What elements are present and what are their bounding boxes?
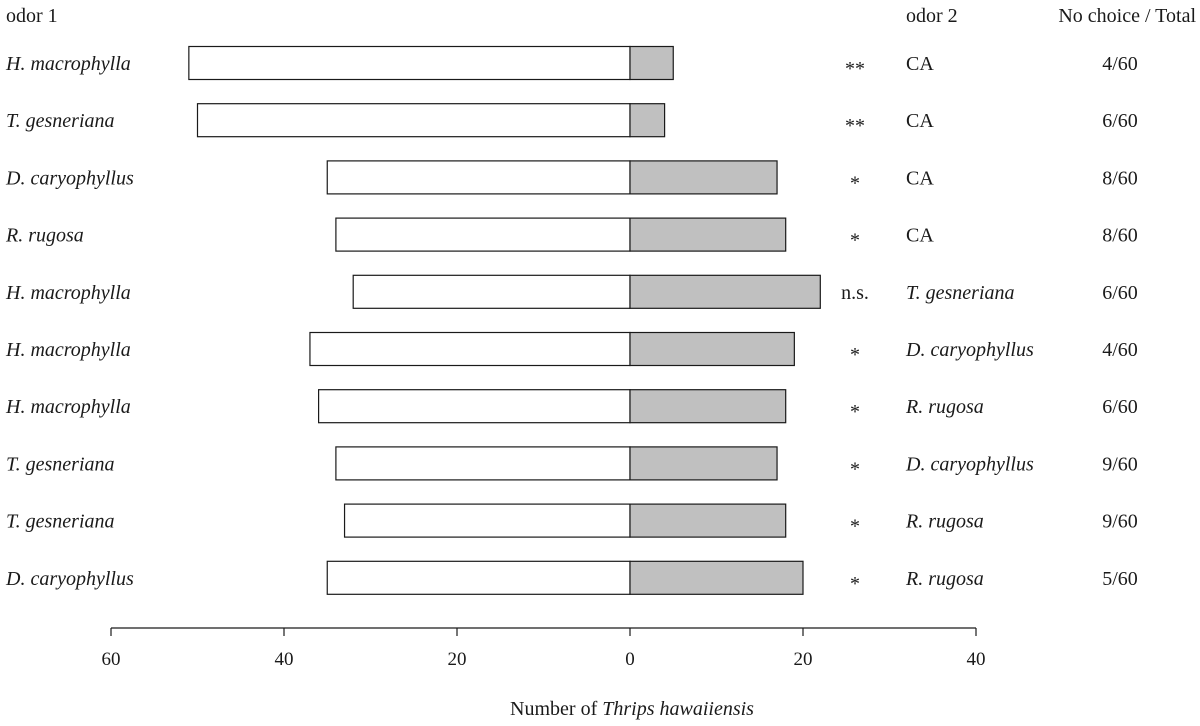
significance-label: *	[850, 458, 860, 480]
odor2-label: D. caryophyllus	[905, 453, 1034, 475]
odor2-label: R. rugosa	[905, 511, 984, 533]
chart-row: R. rugosa * CA 8/60	[5, 217, 1138, 252]
odor1-label: T. gesneriana	[6, 511, 115, 533]
nochoice-label: 5/60	[1102, 568, 1138, 590]
chart-row: H. macrophylla ** CA 4/60	[5, 45, 1138, 81]
header-odor1: odor 1	[6, 5, 58, 27]
nochoice-label: 8/60	[1102, 167, 1138, 189]
odor1-label: D. caryophyllus	[5, 568, 134, 590]
significance-label: n.s.	[841, 282, 869, 304]
odor1-label: R. rugosa	[5, 225, 84, 247]
odor1-bar	[309, 331, 631, 367]
significance-label: *	[850, 344, 860, 366]
x-tick-label: 40	[275, 649, 294, 670]
odor1-bar	[318, 389, 631, 424]
significance-label: *	[850, 401, 860, 423]
odor2-bar	[629, 503, 787, 538]
x-tick-label: 40	[967, 649, 986, 670]
odor1-label: H. macrophylla	[5, 339, 131, 361]
x-tick-label: 0	[625, 649, 635, 670]
odor1-bar	[188, 45, 631, 81]
nochoice-label: 6/60	[1102, 396, 1138, 418]
odor1-bar	[352, 274, 631, 309]
odor2-bar	[629, 45, 674, 81]
nochoice-label: 6/60	[1102, 110, 1138, 132]
nochoice-label: 9/60	[1102, 511, 1138, 533]
odor2-bar	[629, 103, 666, 138]
chart-row: H. macrophylla * R. rugosa 6/60	[5, 389, 1138, 424]
nochoice-label: 9/60	[1102, 453, 1138, 475]
odor2-label: CA	[906, 167, 934, 189]
header-odor2: odor 2	[906, 5, 958, 27]
odor2-label: CA	[906, 110, 934, 132]
odor1-label: T. gesneriana	[6, 110, 115, 132]
odor2-label: CA	[906, 53, 934, 75]
odor2-label: CA	[906, 225, 934, 247]
odor1-bar	[326, 560, 631, 595]
odor1-label: H. macrophylla	[5, 282, 131, 304]
x-axis-label: Number of Thrips hawaiiensis	[510, 698, 754, 720]
nochoice-label: 4/60	[1102, 53, 1138, 75]
chart-row: D. caryophyllus * R. rugosa 5/60	[5, 560, 1138, 595]
chart-row: D. caryophyllus * CA 8/60	[5, 160, 1138, 195]
odor1-bar	[196, 103, 631, 138]
x-axis: 60 40 20 0 20 40	[102, 627, 986, 670]
chart-row: T. gesneriana * D. caryophyllus 9/60	[6, 446, 1138, 481]
x-tick-label: 20	[794, 649, 813, 670]
x-tick-label: 20	[448, 649, 467, 670]
significance-label: **	[845, 115, 865, 137]
odor2-bar	[629, 389, 787, 424]
odor1-bar	[343, 503, 631, 538]
odor2-label: R. rugosa	[905, 568, 984, 590]
odor2-bar	[629, 217, 787, 252]
chart-row: H. macrophylla n.s. T. gesneriana 6/60	[5, 274, 1138, 309]
odor2-bar	[629, 274, 821, 309]
x-axis-label-species: Thrips hawaiiensis	[602, 698, 754, 720]
odor2-bar	[629, 160, 778, 195]
odor1-bar	[326, 160, 631, 195]
odor1-label: T. gesneriana	[6, 453, 115, 475]
x-axis-label-prefix: Number of	[510, 698, 602, 720]
nochoice-label: 6/60	[1102, 282, 1138, 304]
odor1-bar	[335, 217, 631, 252]
significance-label: *	[850, 230, 860, 252]
nochoice-label: 4/60	[1102, 339, 1138, 361]
odor2-label: T. gesneriana	[906, 282, 1015, 304]
significance-label: *	[850, 172, 860, 194]
odor1-label: H. macrophylla	[5, 53, 131, 75]
chart-row: T. gesneriana ** CA 6/60	[6, 103, 1138, 138]
chart-rows: H. macrophylla ** CA 4/60T. gesneriana ** CA 6…	[5, 45, 1138, 595]
chart-row: H. macrophylla * D. caryophyllus 4/60	[5, 331, 1138, 367]
odor2-label: R. rugosa	[905, 396, 984, 418]
odor2-bar	[629, 560, 804, 595]
nochoice-label: 8/60	[1102, 225, 1138, 247]
odor2-bar	[629, 446, 778, 481]
x-tick-label: 60	[102, 649, 121, 670]
header-nochoice: No choice / Total	[1058, 5, 1196, 27]
significance-label: **	[845, 58, 865, 80]
significance-label: *	[850, 573, 860, 595]
chart-row: T. gesneriana * R. rugosa 9/60	[6, 503, 1138, 538]
odor1-label: H. macrophylla	[5, 396, 131, 418]
odor1-label: D. caryophyllus	[5, 167, 134, 189]
significance-label: *	[850, 516, 860, 538]
odor1-bar	[335, 446, 631, 481]
odor2-label: D. caryophyllus	[905, 339, 1034, 361]
odor2-bar	[629, 331, 795, 367]
